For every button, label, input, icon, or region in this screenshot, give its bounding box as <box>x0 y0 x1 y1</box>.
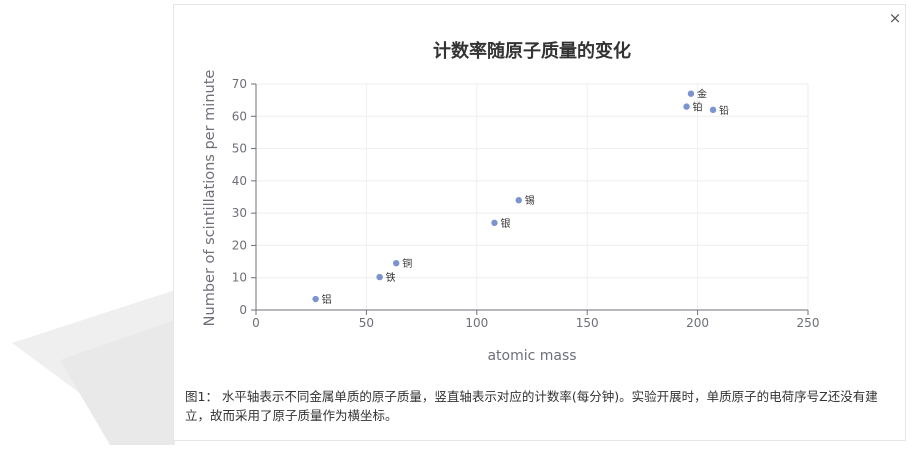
data-point <box>376 273 383 281</box>
axes <box>251 83 809 315</box>
x-tick-label: 100 <box>465 316 488 330</box>
x-tick-label: 200 <box>686 316 709 330</box>
data-point <box>683 103 690 110</box>
close-icon[interactable]: × <box>888 9 902 27</box>
x-tick-label: 50 <box>359 316 374 330</box>
grid-lines <box>256 83 809 310</box>
data-point <box>312 295 319 303</box>
data-point-label: 铅 <box>719 104 729 117</box>
data-point-label: 铜 <box>402 258 412 270</box>
data-point <box>709 106 717 114</box>
data-point <box>393 259 400 267</box>
x-tick-label: 250 <box>797 316 820 330</box>
data-point-label: 银 <box>500 217 510 230</box>
data-points: 铝 铁铜 银 锡 铂金铅 <box>312 88 729 306</box>
chart-dialog <box>173 4 906 441</box>
y-tick-label: 0 <box>239 303 247 317</box>
data-point-label: 铝 <box>322 294 332 306</box>
data-point-label: 金 <box>697 88 707 101</box>
data-point <box>491 219 498 227</box>
x-tick-label: 0 <box>252 316 260 330</box>
x-axis-label: atomic mass <box>487 348 576 364</box>
x-tick-label: 150 <box>576 316 599 330</box>
y-tick-label: 30 <box>232 206 247 220</box>
y-axis-label: Number of scintillations per minute <box>202 70 218 327</box>
y-tick-label: 70 <box>232 77 247 91</box>
data-point <box>515 197 522 204</box>
tick-labels: 0 10 20 30 40 50 60 70 0 50 100 150 200 250 <box>232 77 820 330</box>
y-tick-label: 50 <box>232 142 247 156</box>
data-point-label: 铂 <box>693 101 703 114</box>
y-tick-label: 10 <box>232 271 247 285</box>
y-tick-label: 40 <box>232 174 247 188</box>
data-point-label: 铁 <box>386 271 396 284</box>
figure-caption: 图1： 水平轴表示不同金属单质的原子质量，竖直轴表示对应的计数率(每分钟)。实验… <box>185 389 878 423</box>
data-point <box>687 90 695 97</box>
data-point-label: 锡 <box>525 194 535 207</box>
y-tick-label: 20 <box>232 238 247 252</box>
chart-title: 计数率随原子质量的变化 <box>433 40 631 62</box>
y-tick-label: 60 <box>232 109 247 123</box>
